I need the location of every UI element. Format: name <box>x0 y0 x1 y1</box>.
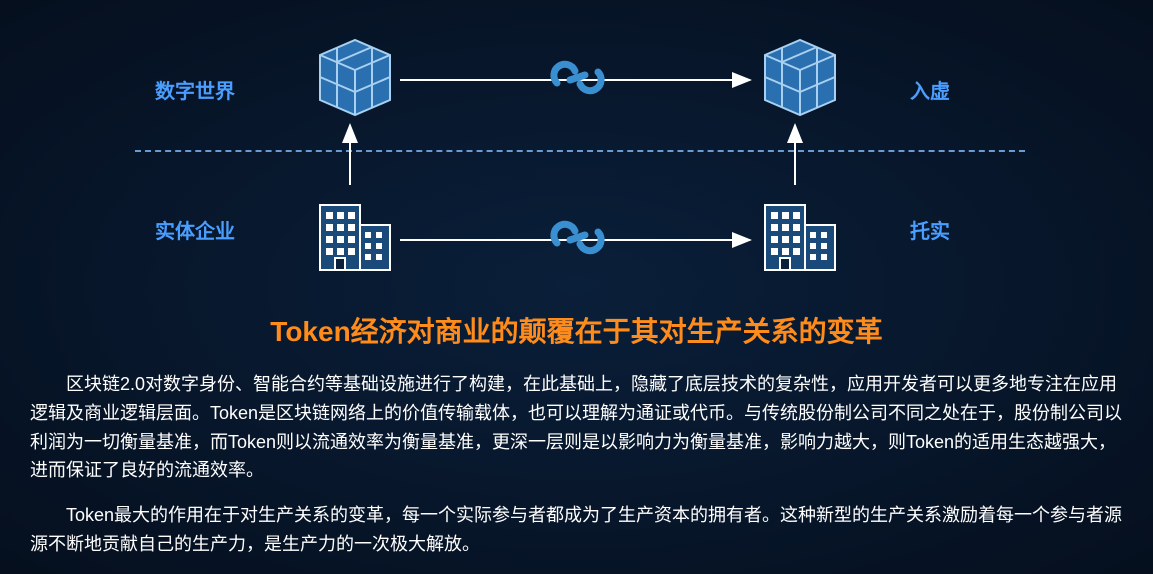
diagram-area: 数字世界 入虚 实体企业 托实 <box>0 0 1153 300</box>
chain-bottom-icon <box>545 215 610 260</box>
chain-top-icon <box>545 55 610 100</box>
cube-right-icon <box>755 30 840 120</box>
cube-left-icon <box>310 30 395 120</box>
main-title: Token经济对商业的颠覆在于其对生产关系的变革 <box>0 310 1153 350</box>
paragraph-2: Token最大的作用在于对生产关系的变革，每一个实际参与者都成为了生产资本的拥有… <box>0 501 1153 559</box>
building-right-icon <box>755 190 845 280</box>
paragraph-1: 区块链2.0对数字身份、智能合约等基础设施进行了构建，在此基础上，隐藏了底层技术… <box>0 370 1153 485</box>
building-left-icon <box>310 190 400 280</box>
